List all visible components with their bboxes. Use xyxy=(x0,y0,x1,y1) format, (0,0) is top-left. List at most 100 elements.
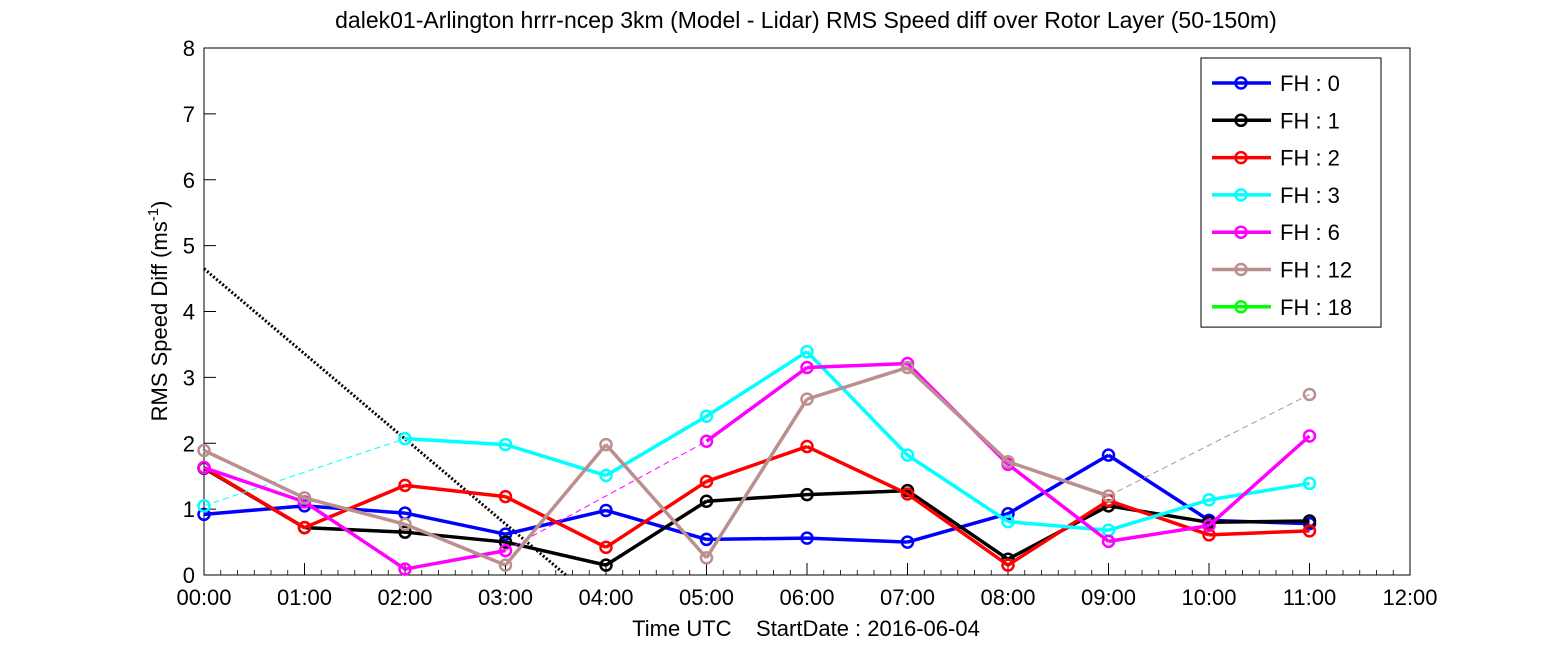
y-axis-label-superscript: -1 xyxy=(145,208,162,221)
data-point xyxy=(297,520,312,535)
x-tick-label: 07:00 xyxy=(880,585,935,610)
series-segment-5 xyxy=(604,443,708,560)
data-point xyxy=(800,360,814,375)
x-tick-label: 12:00 xyxy=(1382,585,1437,610)
series-segment-3 xyxy=(805,350,909,457)
data-point xyxy=(900,360,915,375)
series-segment-5 xyxy=(304,496,406,526)
series-segment-1 xyxy=(404,530,506,544)
data-point xyxy=(1302,476,1317,491)
series-segment-3 xyxy=(404,436,506,447)
legend-entry-label: FH : 12 xyxy=(1280,258,1352,283)
data-point xyxy=(800,531,814,545)
series-segment-3 xyxy=(705,350,808,418)
data-point xyxy=(699,474,714,489)
y-tick-label: 6 xyxy=(183,168,195,193)
series-segment-4 xyxy=(705,366,809,443)
legend-entry-label: FH : 18 xyxy=(1280,295,1352,320)
data-point xyxy=(398,431,412,446)
series-segment-4 xyxy=(203,465,306,504)
x-tick-label: 08:00 xyxy=(980,585,1035,610)
legend-entry-label: FH : 6 xyxy=(1280,220,1340,245)
data-point xyxy=(1001,454,1015,469)
data-point xyxy=(398,562,412,576)
data-point xyxy=(498,489,513,504)
legend: FH : 0 FH : 1 FH : 2 FH : 3 FH : 6 FH : 12 FH … xyxy=(1200,57,1382,328)
legend-swatch-marker xyxy=(1234,150,1248,165)
data-point xyxy=(398,478,412,493)
series-segment-2 xyxy=(303,483,406,530)
series-segment-0 xyxy=(1107,453,1210,522)
series-segment-1 xyxy=(1208,519,1310,525)
series-segment-5 xyxy=(504,443,608,567)
data-point xyxy=(599,468,613,483)
dotted-reference-line xyxy=(203,267,567,577)
series-segment-2 xyxy=(203,466,306,530)
x-tick-label: 01:00 xyxy=(277,585,332,610)
chart-title: dalek01-Arlington hrrr-ncep 3km (Model -… xyxy=(335,7,1277,33)
data-point xyxy=(498,558,513,572)
series-segment-4 xyxy=(1006,462,1110,543)
x-tick-label: 00:00 xyxy=(176,585,231,610)
data-point xyxy=(900,535,915,549)
legend-entry-label: FH : 2 xyxy=(1280,146,1340,171)
data-point xyxy=(1101,489,1116,503)
series-segment-5 xyxy=(806,365,909,401)
series-segment-0 xyxy=(706,536,808,542)
legend-box xyxy=(1200,57,1382,328)
data-point xyxy=(800,439,814,454)
data-point xyxy=(699,551,714,565)
data-point xyxy=(398,525,412,539)
series-segment-2 xyxy=(504,495,607,549)
data-point xyxy=(800,392,814,406)
y-tick-label: 5 xyxy=(183,234,195,259)
y-tick-label: 0 xyxy=(183,563,195,588)
data-point xyxy=(599,540,613,555)
data-point xyxy=(1202,493,1216,507)
series-segment-1 xyxy=(304,525,406,534)
data-point xyxy=(599,437,613,452)
data-point xyxy=(1001,506,1015,521)
legend-swatch-marker xyxy=(1234,76,1248,90)
data-point xyxy=(197,507,211,522)
data-point xyxy=(498,527,513,541)
data-point xyxy=(800,487,814,502)
y-tick-label: 7 xyxy=(183,102,195,127)
x-tick-label: 06:00 xyxy=(779,585,834,610)
y-axis-label-main: RMS Speed Diff (ms xyxy=(147,221,172,421)
series-segment-0 xyxy=(1007,453,1110,516)
series-segment-2 xyxy=(1007,499,1110,567)
legend-entry-label: FH : 1 xyxy=(1280,108,1340,133)
legend-swatch-marker xyxy=(1234,225,1248,239)
data-point xyxy=(699,494,714,508)
series-segment-1 xyxy=(906,489,1009,561)
y-tick-label: 1 xyxy=(183,497,195,522)
y-axis-label: RMS Speed Diff (ms-1) xyxy=(145,201,172,422)
series-segment-1 xyxy=(706,492,808,503)
y-tick-label: 4 xyxy=(183,300,195,325)
legend-entry-label: FH : 3 xyxy=(1280,183,1340,208)
series-segment-0 xyxy=(404,511,506,536)
series-segment-2 xyxy=(705,444,808,484)
series-segment-4 xyxy=(404,548,506,571)
y-axis-label-tail: ) xyxy=(147,201,172,208)
data-point xyxy=(1101,534,1116,549)
series-segment-3 xyxy=(605,414,708,478)
series-segment-3 xyxy=(504,442,607,478)
series-segment-2 xyxy=(404,483,506,499)
legend-swatch-marker xyxy=(1234,188,1248,202)
x-tick-label: 11:00 xyxy=(1283,585,1336,610)
data-point xyxy=(599,558,613,572)
data-point xyxy=(1302,387,1317,402)
series-segment-4 xyxy=(303,500,406,571)
data-point xyxy=(197,460,211,475)
series-segment-3 xyxy=(1208,481,1310,502)
legend-entry-label: FH : 0 xyxy=(1280,71,1340,96)
series-segment-3 xyxy=(906,453,1009,524)
data-point xyxy=(498,543,513,558)
series-segment-0 xyxy=(203,504,305,517)
series-segment-5 xyxy=(1007,460,1110,498)
x-tick-label: 03:00 xyxy=(478,585,533,610)
data-point xyxy=(197,443,211,458)
